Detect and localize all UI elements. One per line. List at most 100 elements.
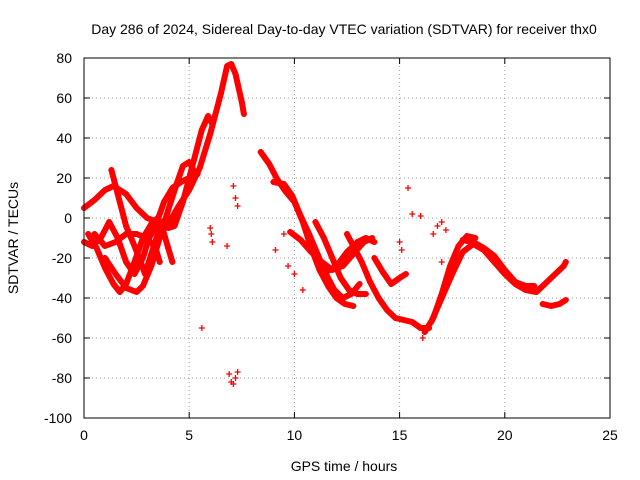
series-track-9 [270,179,363,301]
data-point [552,271,559,277]
data-point [160,199,167,205]
data-point [522,283,529,289]
data-point [238,99,245,105]
data-point [539,301,546,307]
data-point [240,111,247,117]
data-point [85,231,92,237]
data-point [459,237,466,243]
y-tick-label: 60 [56,90,72,106]
x-tick-label: 5 [185,427,193,443]
data-point [91,197,98,203]
data-point [297,237,304,243]
data-point [501,267,508,273]
data-point [375,295,382,301]
data-point [177,179,184,185]
data-point [396,275,403,281]
data-point [270,179,277,185]
data-point [447,263,454,269]
data-point [329,255,336,261]
data-point [512,279,519,285]
data-point [350,243,357,249]
x-tick-label: 15 [392,427,408,443]
isolated-point [438,219,445,225]
data-point [491,253,498,259]
data-point [344,231,350,237]
isolated-point [396,239,403,245]
isolated-point [409,211,416,217]
x-tick-label: 20 [497,427,513,443]
data-point [560,263,567,269]
data-point [400,317,407,323]
data-point [165,225,172,231]
data-point [421,329,428,335]
data-point [543,279,550,285]
isolated-point [198,325,205,331]
isolated-point [405,185,412,191]
data-point [139,283,146,289]
x-tick-label: 0 [80,427,88,443]
data-point [320,235,327,241]
data-point [297,213,304,219]
isolated-point [299,287,306,293]
axis-ticks: 0 5 10 15 20 25 -100 -80 -60 -40 -20 0 20 40 60 80 [44,50,618,443]
isolated-point [417,213,424,219]
data-point [93,245,100,251]
isolated-point [280,231,287,237]
y-tick-label: -40 [52,290,72,306]
data-point [367,279,374,285]
data-point [331,287,338,293]
data-point [402,271,409,277]
isolated-point [226,371,233,377]
data-point [428,319,435,325]
data-point [339,263,346,269]
data-point [354,239,361,245]
plot-frame [83,57,611,419]
data-points [81,61,569,387]
data-point [131,259,138,265]
data-point [548,303,555,309]
data-point [106,219,113,225]
data-point [102,265,109,271]
series-track-17 [459,237,538,289]
data-point [322,269,329,275]
series-track-14 [371,255,409,287]
data-point [371,239,378,245]
data-point [438,295,445,301]
data-point [379,269,386,275]
data-point [318,259,325,265]
isolated-point [224,243,231,249]
data-point [102,243,109,249]
y-tick-label: 40 [56,130,72,146]
data-point [123,191,130,197]
grid-lines [84,58,610,418]
data-point [152,245,159,251]
data-point [133,205,140,211]
data-point [341,301,348,307]
isolated-point [447,271,454,277]
data-point [217,91,224,97]
data-point [358,259,365,265]
data-point [116,289,123,295]
data-point [169,219,176,225]
y-tick-label: 80 [56,50,72,66]
data-point [392,315,399,321]
data-point [137,259,144,265]
data-point [409,319,416,325]
data-point [280,181,287,187]
data-point [112,239,119,245]
isolated-point [232,375,239,381]
data-point [102,255,109,261]
y-tick-label: -100 [44,410,72,426]
data-point [205,113,212,119]
data-point [354,291,361,297]
data-point [144,215,151,221]
data-point [114,191,121,197]
data-point [194,171,201,177]
data-point [383,307,390,313]
data-point [169,185,176,191]
data-point [228,61,235,67]
data-point [144,235,151,241]
isolated-point [272,247,279,253]
data-point [196,165,203,171]
